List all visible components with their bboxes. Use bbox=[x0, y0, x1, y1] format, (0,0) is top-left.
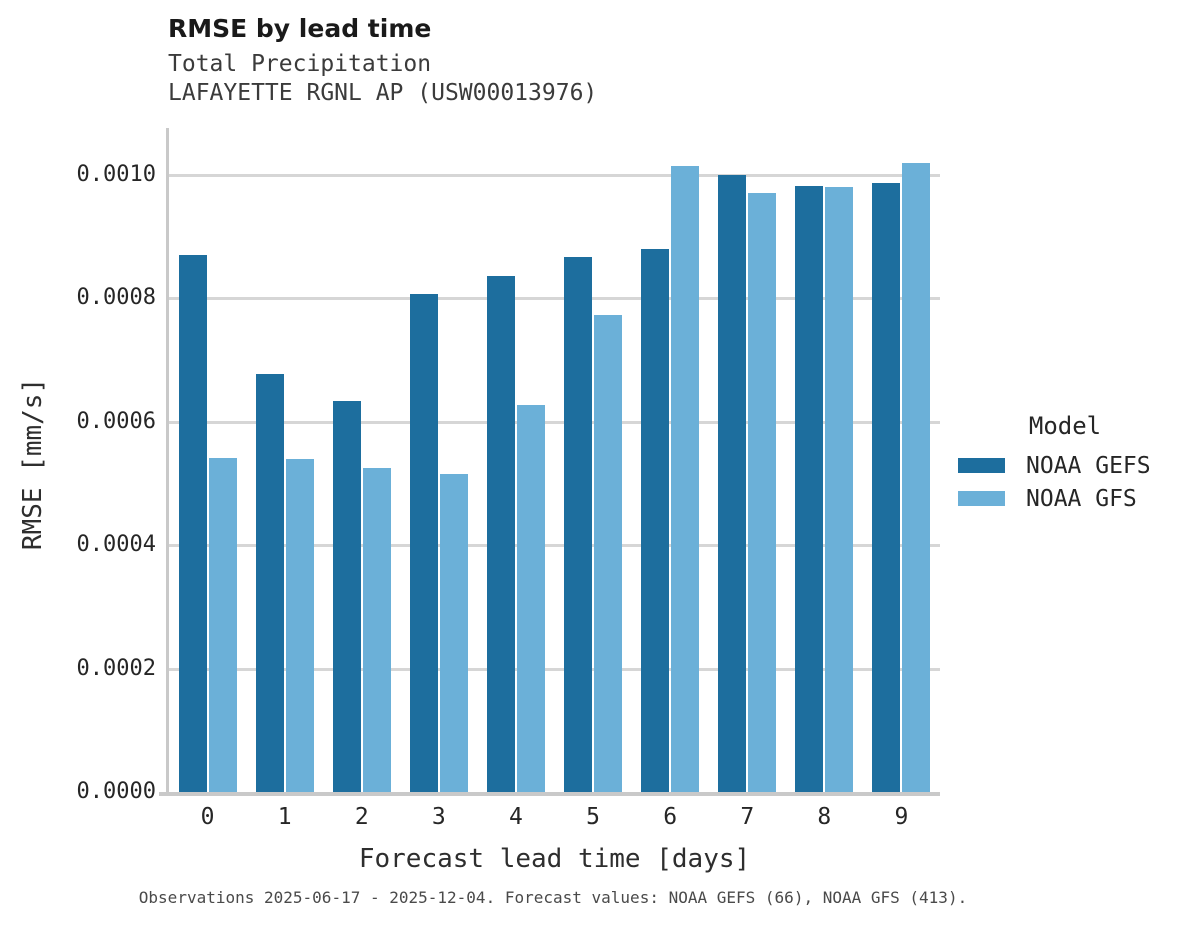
y-tick-label: 0.0004 bbox=[76, 532, 156, 558]
bar-noaa-gfs-day1 bbox=[285, 459, 314, 792]
gridline bbox=[169, 544, 940, 548]
bar-noaa-gefs-day5 bbox=[564, 257, 593, 792]
x-tick-label: 4 bbox=[509, 804, 523, 830]
x-tick-label: 1 bbox=[277, 804, 292, 830]
bar-noaa-gefs-day7 bbox=[718, 175, 747, 792]
y-tick-label: 0.0000 bbox=[76, 779, 156, 804]
bar-noaa-gfs-day6 bbox=[671, 166, 700, 792]
bar-noaa-gefs-day2 bbox=[332, 401, 361, 792]
bar-noaa-gefs-day0 bbox=[178, 255, 207, 792]
gridline bbox=[169, 174, 940, 177]
legend-title: Model bbox=[1028, 412, 1102, 440]
bar-noaa-gfs-day0 bbox=[208, 458, 237, 792]
y-tick-label: 0.0010 bbox=[76, 162, 156, 187]
x-tick-label: 3 bbox=[431, 804, 446, 830]
caption: Observations 2025-06-17 - 2025-12-04. Fo… bbox=[138, 888, 968, 907]
chart-title: RMSE by lead time bbox=[168, 14, 432, 43]
y-axis-spine bbox=[166, 128, 169, 796]
legend-label: NOAA GFS bbox=[1026, 485, 1137, 512]
bar-noaa-gfs-day3 bbox=[439, 474, 468, 792]
bar-noaa-gfs-day7 bbox=[748, 193, 777, 792]
legend-swatch bbox=[958, 458, 1005, 473]
y-tick-label: 0.0006 bbox=[76, 408, 156, 434]
station-label: LAFAYETTE RGNL AP (USW00013976) bbox=[168, 80, 598, 106]
legend: Model NOAA GEFS NOAA GFS bbox=[958, 412, 1172, 515]
bar-noaa-gefs-day8 bbox=[795, 186, 824, 792]
x-tick-label: 5 bbox=[586, 804, 600, 830]
bar-noaa-gefs-day6 bbox=[641, 249, 670, 792]
x-tick-label: 6 bbox=[663, 804, 678, 830]
bar-noaa-gefs-day3 bbox=[409, 294, 438, 792]
bar-noaa-gefs-day1 bbox=[255, 374, 284, 792]
bar-noaa-gfs-day4 bbox=[516, 405, 545, 792]
y-tick-label: 0.0008 bbox=[76, 285, 156, 311]
chart-subtitle: Total Precipitation bbox=[168, 51, 432, 77]
y-axis-title: RMSE [mm/s] bbox=[18, 377, 48, 551]
x-axis-title: Forecast lead time [days] bbox=[358, 844, 751, 874]
x-tick-label: 9 bbox=[894, 804, 909, 830]
legend-swatch bbox=[958, 491, 1005, 506]
legend-item: NOAA GEFS bbox=[958, 449, 1172, 482]
x-tick-label: 7 bbox=[740, 804, 755, 830]
plot-area bbox=[159, 128, 940, 796]
x-axis-line bbox=[159, 792, 940, 796]
legend-item: NOAA GFS bbox=[958, 482, 1172, 515]
bar-noaa-gfs-day5 bbox=[594, 315, 623, 792]
bar-noaa-gfs-day8 bbox=[825, 187, 854, 792]
gridline bbox=[169, 420, 940, 424]
x-tick-label: 2 bbox=[354, 804, 369, 830]
gridline bbox=[169, 297, 940, 301]
x-tick-label: 8 bbox=[817, 804, 832, 830]
gridline bbox=[169, 667, 940, 671]
y-tick-label: 0.0002 bbox=[76, 655, 156, 681]
bar-noaa-gefs-day9 bbox=[872, 183, 901, 792]
bar-noaa-gefs-day4 bbox=[486, 276, 515, 792]
bar-noaa-gfs-day2 bbox=[362, 468, 391, 792]
x-tick-label: 0 bbox=[200, 804, 215, 830]
bar-noaa-gfs-day9 bbox=[902, 163, 931, 792]
legend-items: NOAA GEFS NOAA GFS bbox=[958, 449, 1172, 515]
legend-label: NOAA GEFS bbox=[1026, 452, 1151, 479]
